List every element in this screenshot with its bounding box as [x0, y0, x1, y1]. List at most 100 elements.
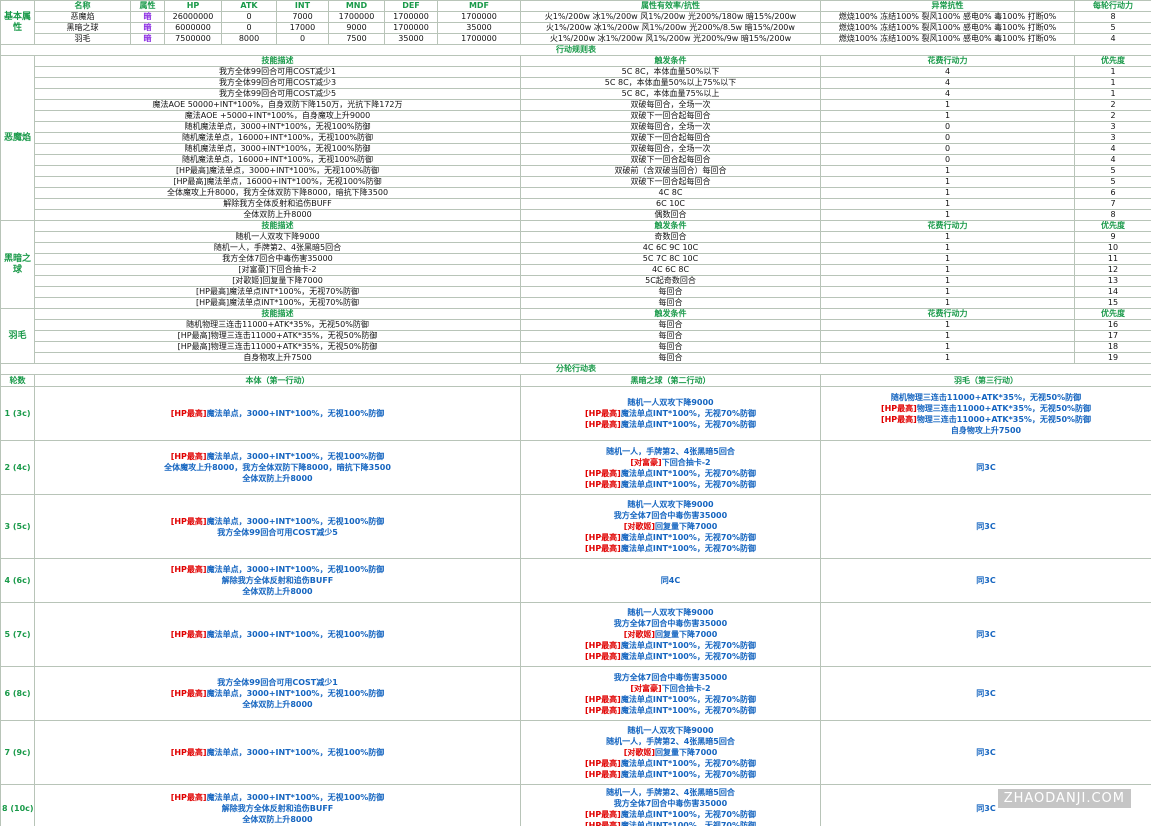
- stat-value: 8000: [221, 33, 277, 45]
- action-cost: 4: [820, 88, 1075, 100]
- rule-row: 全体魔攻上升8000，我方全体双防下降8000，暗抗下降3500 4C 8C 1 6: [1, 187, 1151, 199]
- action-cost: 0: [820, 154, 1075, 166]
- stat-value: 1700000: [328, 11, 385, 23]
- action-text: 魔法单点INT*100%，无视70%防御: [620, 533, 757, 542]
- rule-row: 我方全体7回合中毒伤害35000 5C 7C 8C 10C 1 11: [1, 253, 1151, 265]
- skill-description: [HP最高]魔法单点INT*100%，无视70%防御: [34, 286, 521, 298]
- main-body-action: [HP最高]魔法单点，3000+INT*100%，无视100%防御: [34, 602, 521, 667]
- skill-description: 随机魔法单点，16000+INT*100%，无视100%防御: [34, 132, 521, 144]
- column-header: ATK: [221, 0, 277, 12]
- target-tag: [HP最高]: [584, 705, 621, 715]
- rule-row: [HP最高]魔法单点INT*100%，无视70%防御 每回合 1 15: [1, 297, 1151, 309]
- action-cost: 1: [820, 231, 1075, 243]
- priority: 12: [1074, 264, 1151, 276]
- trigger-condition: 双破每回合，全场一次: [520, 99, 821, 111]
- stat-value: 6000000: [164, 22, 222, 34]
- action-text: 魔法单点INT*100%，无视70%防御: [620, 652, 757, 661]
- action-text: 我方全体7回合中毒伤害35000: [613, 798, 728, 808]
- trigger-condition: 5C 7C 8C 10C: [520, 253, 821, 265]
- action-text: 回复量下降7000: [655, 748, 718, 757]
- action-text: 随机一人双攻下降9000: [627, 726, 714, 735]
- trigger-condition: 奇数回合: [520, 231, 821, 243]
- action-cost: 1: [820, 352, 1075, 364]
- action-cost: 4: [820, 66, 1075, 78]
- target-tag: [HP最高]: [584, 759, 621, 768]
- rule-row: [HP最高]魔法单点，3000+INT*100%，无视100%防御 双破前（含双破…: [1, 165, 1151, 177]
- skill-description: 随机魔法单点，16000+INT*100%，无视100%防御: [34, 154, 521, 166]
- action-cost: 1: [820, 176, 1075, 188]
- priority: 4: [1074, 143, 1151, 155]
- action-cost: 0: [820, 121, 1075, 133]
- target-tag: [HP最高]: [170, 409, 207, 418]
- column-header: 属性: [130, 0, 165, 12]
- round-row: 4 (6c) [HP最高]魔法单点，3000+INT*100%，无视100%防御解…: [0, 558, 1151, 603]
- stat-value: 0: [221, 22, 277, 34]
- skill-description: [对富豪]下回合抽卡-2: [34, 264, 521, 276]
- action-text: 魔法单点INT*100%，无视70%防御: [620, 479, 757, 489]
- action-text: 随机一人，手牌第2、4张黑暗5回合: [606, 446, 735, 456]
- dark-orb-action: 随机一人，手牌第2、4张黑暗5回合 我方全体7回合中毒伤害35000 [HP最高]魔…: [520, 784, 821, 826]
- priority: 4: [1074, 154, 1151, 166]
- round-number: 7 (9c): [0, 720, 35, 785]
- action-text: 随机一人双攻下降9000: [627, 398, 714, 407]
- rule-row: [HP最高]魔法单点INT*100%，无视70%防御 每回合 1 14: [1, 286, 1151, 298]
- round-number: 3 (5c): [0, 494, 35, 559]
- action-text: 同4C: [660, 576, 681, 585]
- action-text: 魔法单点INT*100%，无视70%防御: [620, 468, 757, 478]
- skill-description: 随机魔法单点，3000+INT*100%，无视100%防御: [34, 143, 521, 155]
- target-tag: [HP最高]: [170, 748, 207, 757]
- target-tag: [HP最高]: [584, 652, 621, 661]
- rule-row: 随机魔法单点，16000+INT*100%，无视100%防御 双破下一回合起每回合…: [1, 154, 1151, 166]
- action-text: 全体双防上升8000: [242, 474, 313, 483]
- action-cost: 1: [820, 99, 1075, 111]
- action-text: 魔法单点INT*100%，无视70%防御: [620, 809, 757, 819]
- enemy-attribute: 暗: [130, 22, 165, 34]
- action-text: 魔法单点，3000+INT*100%，无视100%防御: [206, 565, 385, 574]
- round-row: 5 (7c) [HP最高]魔法单点，3000+INT*100%，无视100%防御随…: [0, 602, 1151, 667]
- target-tag: [HP最高]: [584, 479, 621, 489]
- rules-title-row: 行动规则表: [0, 44, 1151, 56]
- rule-row: 我方全体99回合可用COST减少5 5C 8C，本体血量75%以上 4 1: [1, 88, 1151, 100]
- target-tag: [HP最高]: [170, 516, 207, 526]
- trigger-condition: 5C 8C，本体血量50%以下: [520, 66, 821, 78]
- dark-orb-action: 随机一人双攻下降9000 [HP最高]魔法单点INT*100%，无视70%防御 [H…: [520, 386, 821, 441]
- skill-description: [对歌姬]回复量下降7000: [34, 275, 521, 287]
- skill-description: 随机一人，手牌第2、4张黑暗5回合: [34, 242, 521, 254]
- action-cost: 1: [820, 330, 1075, 342]
- action-points: 4: [1074, 33, 1151, 45]
- skill-description: 自身物攻上升7500: [34, 352, 521, 364]
- rules-header-row: 恶魔焰 技能描述 触发条件 花费行动力 优先度: [0, 55, 1151, 221]
- stat-value: 35000: [384, 33, 438, 45]
- action-text: 魔法单点INT*100%，无视70%防御: [620, 705, 757, 715]
- main-body-action: [HP最高]魔法单点，3000+INT*100%，无视100%防御 解除我方全体反…: [34, 558, 521, 603]
- round-row: 8 (10c) [HP最高]魔法单点，3000+INT*100%，无视100%防御…: [0, 784, 1151, 826]
- action-text: 全体双防上升8000: [242, 587, 313, 596]
- action-text: 魔法单点，3000+INT*100%，无视100%防御: [206, 452, 385, 461]
- action-text: 回复量下降7000: [655, 630, 718, 639]
- rule-row: 魔法AOE +5000+INT*100%，自身魔攻上升9000 双破下一回合起每回…: [1, 110, 1151, 122]
- enemy-row: 黑暗之球暗 6000000 0 17000 9000 1700000 35000 火1%/20…: [1, 22, 1151, 34]
- rule-row: 随机物理三连击11000+ATK*35%，无视50%防御 每回合 1 16: [1, 319, 1151, 331]
- action-text: 自身物攻上升7500: [950, 425, 1022, 435]
- rule-row: 魔法AOE 50000+INT*100%，自身双防下降150万，光抗下降172万…: [1, 99, 1151, 111]
- skill-description: 解除我方全体反射和追伤BUFF: [34, 198, 521, 210]
- skill-description: [HP最高]物理三连击11000+ATK*35%，无视50%防御: [34, 341, 521, 353]
- enemy-name: 羽毛: [34, 33, 131, 45]
- rule-row: 我方全体99回合可用COST减少1 5C 8C，本体血量50%以下 4 1: [1, 66, 1151, 78]
- action-text: 同3C: [976, 804, 996, 813]
- round-row: 7 (9c) [HP最高]魔法单点，3000+INT*100%，无视100%防御随…: [0, 720, 1151, 785]
- trigger-condition: 双破每回合，全场一次: [520, 143, 821, 155]
- dark-orb-action: 随机一人双攻下降9000 随机一人，手牌第2、4张黑暗5回合 [对歌姬]回复量下降7…: [520, 720, 821, 785]
- target-tag: [HP最高]: [584, 533, 621, 542]
- priority: 16: [1074, 319, 1151, 331]
- main-body-action: [HP最高]魔法单点，3000+INT*100%，无视100%防御 我方全体99回…: [34, 494, 521, 559]
- action-cost: 1: [820, 110, 1075, 122]
- stat-value: 26000000: [164, 11, 222, 23]
- rounds-header-row: 轮数 本体（第一行动） 黑暗之球（第二行动） 羽毛（第三行动）: [0, 374, 1151, 387]
- rule-row: 随机一人，手牌第2、4张黑暗5回合 4C 6C 9C 10C 1 10: [1, 242, 1151, 254]
- action-text: 魔法单点INT*100%，无视70%防御: [620, 544, 757, 553]
- trigger-condition: 每回合: [520, 341, 821, 353]
- stat-value: 7000: [276, 11, 329, 23]
- round-row: 3 (5c) [HP最高]魔法单点，3000+INT*100%，无视100%防御我…: [0, 494, 1151, 559]
- action-cost: 4: [820, 77, 1075, 89]
